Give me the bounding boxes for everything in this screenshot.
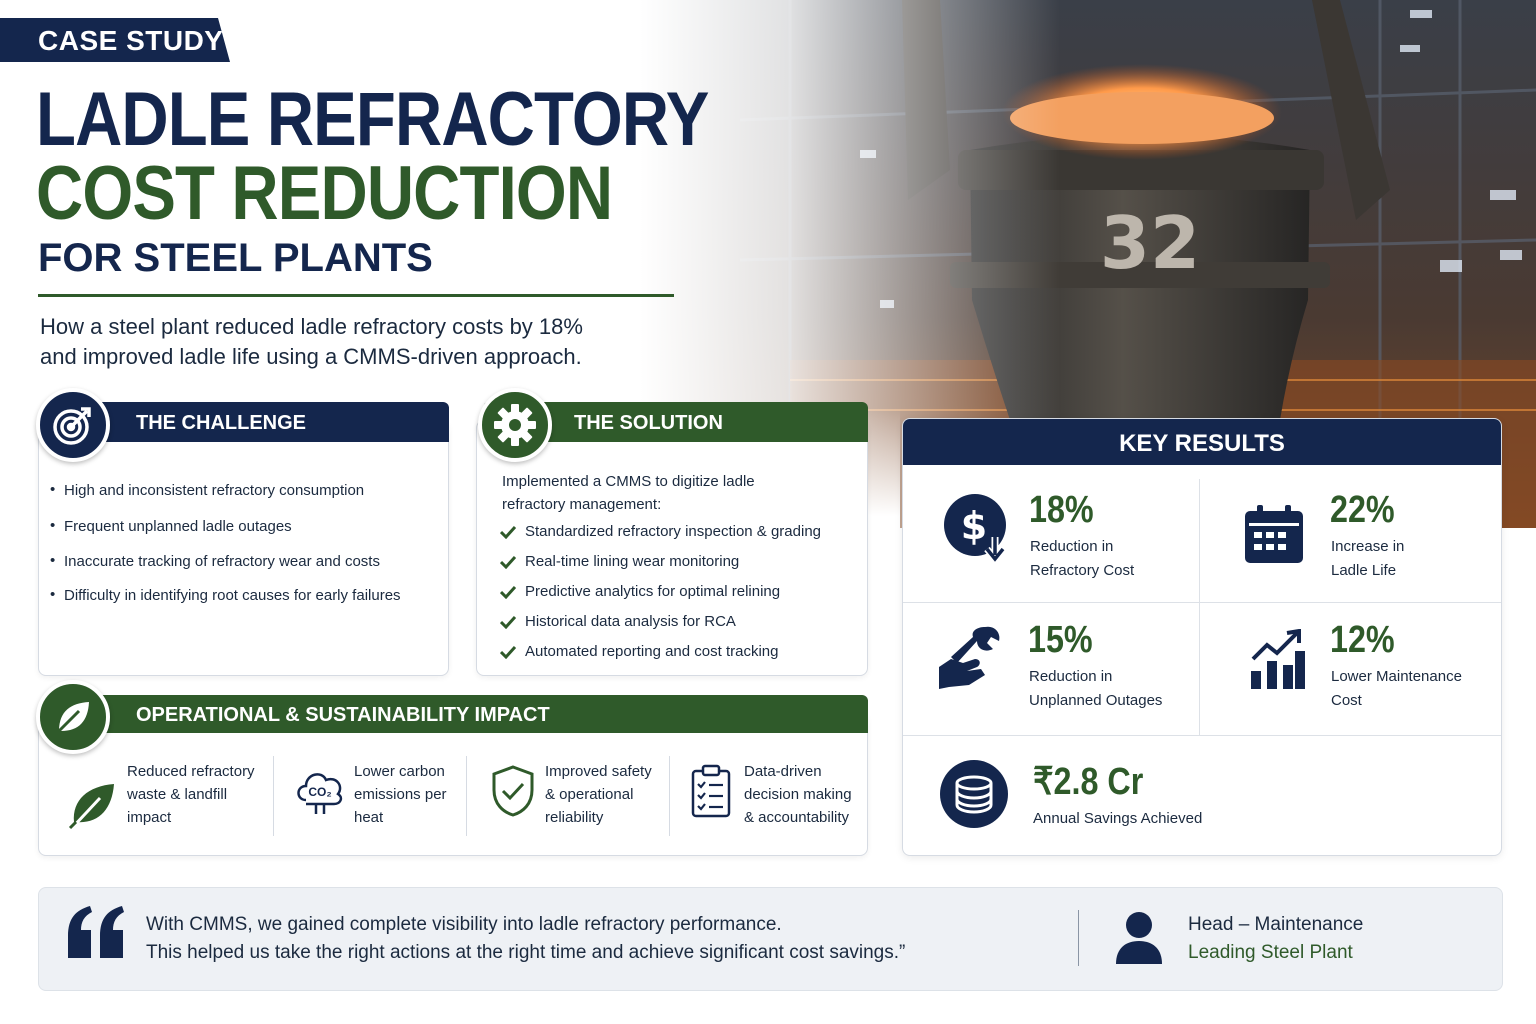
quote-mark-icon — [68, 906, 124, 958]
calendar-icon — [1245, 505, 1303, 563]
title-line-3: FOR STEEL PLANTS — [38, 236, 433, 280]
solution-item-label: Historical data analysis for RCA — [525, 613, 736, 630]
title-line-2: COST REDUCTION — [36, 151, 613, 236]
gear-icon — [478, 388, 552, 462]
svg-text:$: $ — [961, 504, 987, 548]
coins-stack-icon — [940, 760, 1008, 828]
solution-item-label: Automated reporting and cost tracking — [525, 643, 779, 660]
challenge-title: THE CHALLENGE — [46, 402, 449, 442]
challenge-item: Frequent unplanned ladle outages — [50, 517, 292, 535]
solution-item: Real-time lining wear monitoring — [500, 553, 739, 570]
solution-item-label: Real-time lining wear monitoring — [525, 553, 740, 570]
solution-item-label: Predictive analytics for optimal relinin… — [525, 583, 781, 600]
key-results-divider — [1199, 479, 1200, 735]
check-icon — [500, 525, 516, 539]
title-line-1: LADLE REFRACTORY — [36, 77, 709, 162]
shield-check-icon — [492, 765, 534, 817]
savings-value: ₹2.8 Cr — [1033, 761, 1144, 803]
check-icon — [500, 585, 516, 599]
key-results-title: KEY RESULTS — [903, 419, 1501, 465]
impact-item-line: & operational — [545, 786, 634, 803]
solution-card — [476, 420, 868, 676]
solution-item: Historical data analysis for RCA — [500, 613, 736, 630]
check-icon — [500, 555, 516, 569]
solution-intro-line-1: Implemented a CMMS to digitize ladle — [502, 473, 755, 490]
result-value: 15% — [1028, 619, 1093, 661]
impact-title: OPERATIONAL & SUSTAINABILITY IMPACT — [46, 695, 868, 733]
result-label: Increase in — [1331, 538, 1405, 555]
result-label: Reduction in — [1029, 668, 1113, 685]
key-results-divider — [903, 735, 1501, 736]
challenge-item: High and inconsistent refractory consump… — [50, 481, 364, 499]
impact-divider — [273, 756, 274, 836]
impact-item: CO₂ Lower carbon emissions per heat — [290, 760, 465, 840]
ladle-number: 32 — [1100, 201, 1200, 285]
result-label: Unplanned Outages — [1029, 692, 1163, 709]
lead-paragraph: How a steel plant reduced ladle refracto… — [40, 312, 660, 372]
check-icon — [500, 645, 516, 659]
co2-cloud-icon: CO₂ — [297, 773, 343, 814]
challenge-card — [38, 420, 449, 676]
quote-author-role: Head – Maintenance — [1188, 914, 1364, 935]
impact-item-line: Lower carbon — [354, 763, 445, 780]
solution-intro: Implemented a CMMS to digitize ladle ref… — [502, 470, 842, 516]
lead-line-1: How a steel plant reduced ladle refracto… — [40, 314, 583, 339]
impact-item-line: Reduced refractory — [127, 763, 255, 780]
result-value: 12% — [1330, 619, 1395, 661]
quote-line-2: This helped us take the right actions at… — [146, 942, 906, 963]
result-label: Reduction in — [1030, 538, 1114, 555]
result-label: Ladle Life — [1331, 562, 1397, 579]
impact-divider — [669, 756, 670, 836]
quote-author-org: Leading Steel Plant — [1188, 942, 1353, 963]
result-value: 18% — [1029, 489, 1094, 531]
testimonial-panel — [38, 887, 1503, 991]
co2-label: CO₂ — [308, 785, 331, 799]
impact-item-line: emissions per — [354, 786, 447, 803]
impact-item-line: Improved safety — [545, 763, 652, 780]
solution-item-label: Standardized refractory inspection & gra… — [525, 523, 822, 540]
impact-divider — [466, 756, 467, 836]
quote-divider — [1078, 910, 1079, 966]
impact-item: Reduced refractory waste & landfill impa… — [60, 760, 270, 840]
solution-item: Standardized refractory inspection & gra… — [500, 523, 821, 540]
result-label: Refractory Cost — [1030, 562, 1135, 579]
impact-item-line: impact — [127, 809, 172, 826]
key-results-divider — [903, 602, 1501, 603]
person-icon — [1116, 912, 1162, 964]
target-icon — [36, 388, 110, 462]
leaf-icon — [36, 680, 110, 754]
challenge-item: Inaccurate tracking of refractory wear a… — [50, 552, 380, 570]
leaf-icon — [68, 784, 114, 830]
key-results-card: KEY RESULTS $ 18% Reduction in Refractor… — [902, 418, 1502, 856]
solution-item: Predictive analytics for optimal relinin… — [500, 583, 780, 600]
wrench-hand-icon — [939, 626, 1000, 689]
result-label: Lower Maintenance — [1331, 668, 1462, 685]
solution-intro-line-2: refractory management: — [502, 496, 662, 513]
impact-item-line: reliability — [545, 809, 604, 826]
result-value: 22% — [1330, 489, 1395, 531]
impact-item-line: heat — [354, 809, 384, 826]
case-study-tag: CASE STUDY — [0, 18, 230, 62]
solution-item: Automated reporting and cost tracking — [500, 643, 778, 660]
clipboard-checklist-icon — [691, 764, 731, 818]
impact-item-line: decision making — [744, 786, 852, 803]
dollar-down-icon: $ — [944, 494, 1006, 565]
quote-line-1: With CMMS, we gained complete visibility… — [146, 914, 782, 935]
impact-item: Data-driven decision making & accountabi… — [688, 760, 863, 840]
savings-label: Annual Savings Achieved — [1033, 810, 1203, 827]
impact-item-line: waste & landfill — [127, 786, 228, 803]
impact-item-line: Data-driven — [744, 763, 822, 780]
challenge-item: Difficulty in identifying root causes fo… — [50, 586, 401, 604]
check-icon — [500, 615, 516, 629]
impact-item: Improved safety & operational reliabilit… — [488, 760, 668, 840]
title-divider — [38, 294, 674, 297]
impact-item-line: & accountability — [744, 809, 850, 826]
lead-line-2: and improved ladle life using a CMMS-dri… — [40, 344, 582, 369]
growth-chart-icon — [1251, 629, 1305, 689]
result-label: Cost — [1331, 692, 1362, 709]
